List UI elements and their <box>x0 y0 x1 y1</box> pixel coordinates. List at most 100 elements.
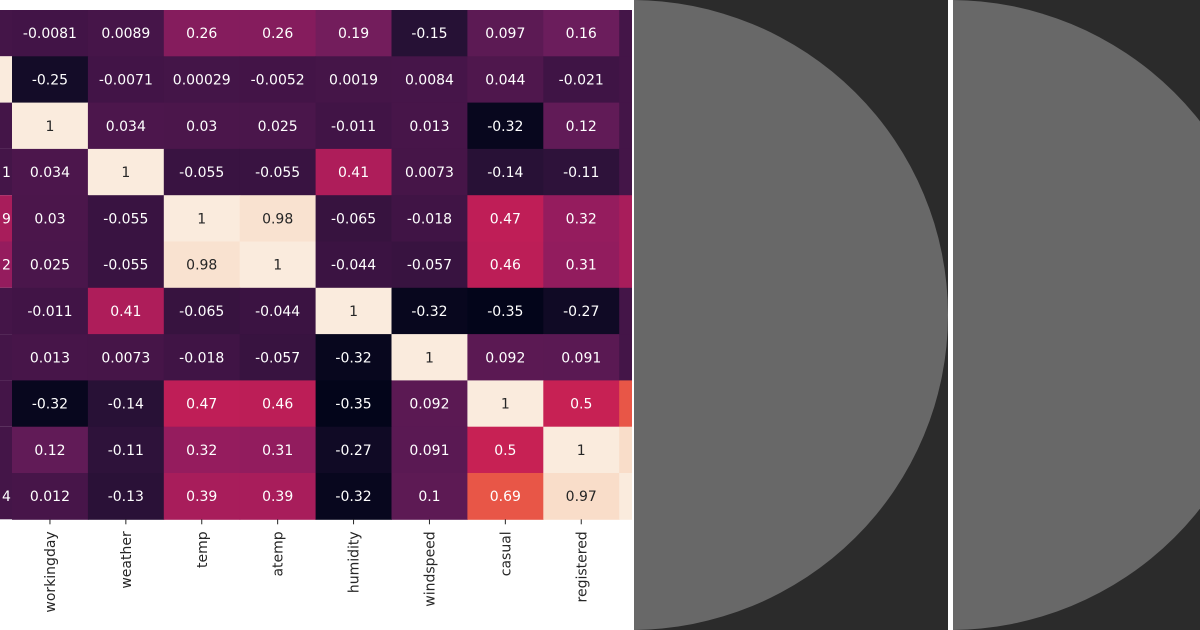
partial-cell-left <box>0 195 12 242</box>
heatmap-cell <box>87 473 165 520</box>
cell-value-label: 0.26 <box>262 26 293 42</box>
heatmap-cell <box>391 426 468 474</box>
heatmap-cell <box>87 102 165 150</box>
heatmap-cell <box>12 287 89 335</box>
cell-value-label: -0.32 <box>335 489 371 505</box>
cell-value-label: 0.26 <box>186 26 217 42</box>
cell-value-label: 0.98 <box>186 258 217 274</box>
cell-value-label: -0.11 <box>563 165 599 181</box>
heatmap-cell <box>315 56 392 104</box>
heatmap-cell <box>315 287 392 335</box>
cell-value-label: 0.41 <box>338 165 369 181</box>
heatmap-cell <box>315 148 392 196</box>
heatmap-cell <box>543 473 620 520</box>
partial-cell-right <box>619 102 632 150</box>
cell-value-label: 0.025 <box>30 258 70 274</box>
cell-value-label: -0.14 <box>487 165 523 181</box>
cell-value-label: -0.27 <box>563 304 599 320</box>
heatmap-cell <box>543 241 620 289</box>
cell-value-label: -0.057 <box>255 350 300 366</box>
heatmap-cell <box>163 380 241 428</box>
heatmap-cell <box>239 426 317 474</box>
cell-value-label: 0.0089 <box>101 26 150 42</box>
heatmap-cell <box>12 334 89 381</box>
heatmap-cell <box>467 241 544 289</box>
x-tick-label: atemp <box>271 531 287 576</box>
cell-value-label: 1 <box>45 119 54 135</box>
cell-value-label: -0.055 <box>179 165 224 181</box>
heatmap-cell <box>467 195 544 242</box>
cell-value-label: 0.41 <box>110 304 141 320</box>
cell-value-label: 0.69 <box>490 489 521 505</box>
heatmap-cell <box>239 473 317 520</box>
partial-cell-left <box>0 287 12 335</box>
cell-value-label: 1 <box>197 211 206 227</box>
heatmap-cell <box>467 287 544 335</box>
cell-value-label: 1 <box>121 165 130 181</box>
cell-value-label: 0.12 <box>34 443 65 459</box>
heatmap-cell <box>467 426 544 474</box>
heatmap-cell <box>315 426 392 474</box>
heatmap-cell <box>315 10 392 57</box>
cell-value-label: 0.32 <box>186 443 217 459</box>
cell-value-label: 0.0073 <box>101 350 150 366</box>
heatmap-cell <box>87 287 165 335</box>
heatmap-cell <box>12 102 89 150</box>
heatmap-cell <box>12 380 89 428</box>
heatmap-cell <box>87 426 165 474</box>
cell-value-label: 0.012 <box>30 489 70 505</box>
partial-cell-right <box>619 473 632 520</box>
cell-value-label: 0.0073 <box>405 165 454 181</box>
cell-value-label: 0.39 <box>262 489 293 505</box>
heatmap-cell <box>239 380 317 428</box>
panel-divider <box>948 0 953 630</box>
cell-value-label: -0.0081 <box>23 26 77 42</box>
cell-value-label: 0.46 <box>490 258 521 274</box>
partial-cell-left <box>0 10 12 57</box>
heatmap-cell <box>315 241 392 289</box>
heatmap-cell <box>163 287 241 335</box>
cell-value-label: 0.12 <box>566 119 597 135</box>
partial-cell-label: 4 <box>2 489 11 505</box>
partial-cell-left <box>0 148 12 196</box>
heatmap-cell <box>391 380 468 428</box>
cell-value-label: -0.27 <box>335 443 371 459</box>
heatmap-cell <box>315 195 392 242</box>
cell-value-label: -0.011 <box>331 119 376 135</box>
heatmap-cell <box>543 426 620 474</box>
cell-value-label: 0.03 <box>186 119 217 135</box>
heatmap-cell <box>467 10 544 57</box>
heatmap-cell <box>163 56 241 104</box>
heatmap-cell <box>391 56 468 104</box>
cell-value-label: 0.092 <box>409 397 449 413</box>
cell-value-label: 0.092 <box>485 350 525 366</box>
left-preview-panel <box>634 0 948 630</box>
heatmap-cell <box>543 380 620 428</box>
heatmap-cell <box>87 148 165 196</box>
heatmap-cell <box>543 56 620 104</box>
cell-value-label: -0.35 <box>487 304 523 320</box>
partial-cell-label: 2 <box>2 258 11 274</box>
x-tick-label: casual <box>498 531 514 576</box>
right-preview-panel <box>953 0 1200 630</box>
partial-cell-left <box>0 241 12 288</box>
heatmap-cell <box>12 426 89 474</box>
cell-value-label: -0.065 <box>331 211 376 227</box>
partial-cell-right <box>619 10 632 57</box>
heatmap-cell <box>467 473 544 520</box>
correlation-heatmap: 1 9 2 4 -0.0081 0.0089 0.26 0.26 0.19 -0.15 0.097 0… <box>0 10 632 613</box>
partial-cell-left <box>0 380 12 427</box>
cell-value-label: 0.47 <box>490 211 521 227</box>
cell-value-label: -0.11 <box>108 443 144 459</box>
partial-cell-right <box>619 241 632 289</box>
cell-value-label: 0.013 <box>30 350 70 366</box>
heatmap-cell <box>163 426 241 474</box>
cell-value-label: 1 <box>273 258 282 274</box>
heatmap-cell <box>163 334 241 381</box>
cell-value-label: -0.055 <box>103 211 148 227</box>
cell-value-label: -0.13 <box>108 489 144 505</box>
heatmap-cell <box>239 10 317 57</box>
cell-value-label: -0.044 <box>255 304 300 320</box>
heatmap-cell <box>315 380 392 428</box>
cell-value-label: -0.32 <box>411 304 447 320</box>
